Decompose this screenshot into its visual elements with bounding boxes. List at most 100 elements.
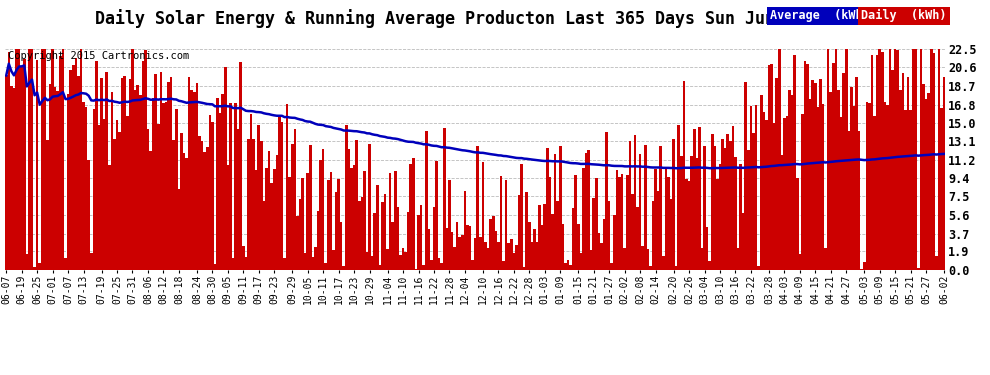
Bar [273, 169, 275, 270]
Bar [706, 227, 709, 270]
Bar [147, 129, 149, 270]
Bar [479, 237, 482, 270]
Bar [10, 86, 13, 270]
Bar [891, 70, 894, 270]
Text: Average  (kWh): Average (kWh) [770, 9, 870, 22]
Bar [113, 139, 116, 270]
Bar [257, 125, 260, 270]
Bar [912, 49, 915, 270]
Bar [642, 246, 644, 270]
Bar [667, 177, 670, 270]
Bar [224, 67, 227, 270]
Bar [497, 242, 500, 270]
Bar [423, 266, 425, 270]
Bar [66, 94, 69, 270]
Bar [809, 99, 812, 270]
Bar [412, 158, 415, 270]
Bar [618, 177, 621, 270]
Bar [585, 153, 587, 270]
Bar [696, 158, 698, 270]
Bar [484, 242, 487, 270]
Bar [214, 264, 216, 270]
Bar [41, 49, 44, 270]
Bar [137, 85, 139, 270]
Bar [613, 216, 616, 270]
Bar [5, 75, 8, 270]
Bar [177, 189, 180, 270]
Bar [288, 177, 291, 270]
Bar [219, 112, 222, 270]
Bar [716, 179, 719, 270]
Bar [294, 129, 296, 270]
Bar [476, 146, 479, 270]
Bar [443, 128, 446, 270]
Bar [786, 116, 788, 270]
Bar [175, 109, 177, 270]
Bar [74, 58, 77, 270]
Bar [561, 224, 564, 270]
Bar [495, 231, 497, 270]
Bar [203, 152, 206, 270]
Bar [566, 260, 569, 270]
Bar [103, 119, 106, 270]
Bar [198, 135, 201, 270]
Bar [124, 76, 126, 270]
Bar [847, 131, 850, 270]
Bar [121, 78, 124, 270]
Bar [72, 65, 74, 270]
Bar [278, 117, 280, 270]
Bar [85, 106, 87, 270]
Bar [559, 146, 561, 270]
Bar [21, 66, 23, 270]
Bar [162, 104, 164, 270]
Bar [404, 252, 407, 270]
Bar [526, 192, 528, 270]
Bar [688, 181, 690, 270]
Bar [438, 258, 441, 270]
Bar [90, 254, 92, 270]
Bar [603, 219, 605, 270]
Bar [889, 49, 891, 270]
Bar [925, 99, 928, 270]
Bar [541, 225, 544, 270]
Bar [347, 148, 350, 270]
Bar [513, 253, 515, 270]
Bar [778, 49, 780, 270]
Bar [871, 55, 873, 270]
Bar [523, 267, 526, 270]
Bar [806, 64, 809, 270]
Bar [579, 253, 582, 270]
Bar [518, 195, 521, 270]
Bar [415, 268, 417, 270]
Bar [656, 191, 659, 270]
Bar [608, 201, 611, 270]
Bar [917, 268, 920, 270]
Bar [98, 125, 100, 270]
Bar [149, 152, 151, 270]
Bar [536, 242, 539, 270]
Bar [317, 211, 320, 270]
Bar [515, 245, 518, 270]
Bar [724, 148, 727, 270]
Bar [624, 248, 626, 270]
Bar [910, 110, 912, 270]
Bar [340, 222, 343, 270]
Bar [482, 162, 484, 270]
Bar [299, 199, 301, 270]
Bar [572, 208, 574, 270]
Bar [82, 102, 85, 270]
Bar [193, 92, 196, 270]
Bar [727, 134, 729, 270]
Bar [492, 216, 495, 270]
Bar [389, 173, 391, 270]
Bar [391, 222, 394, 270]
Bar [384, 194, 386, 270]
Bar [749, 106, 752, 270]
Bar [64, 258, 66, 270]
Bar [95, 61, 98, 270]
Bar [852, 106, 855, 270]
Bar [275, 154, 278, 270]
Bar [531, 242, 534, 270]
Bar [683, 81, 685, 270]
Text: Daily Solar Energy & Running Average Producton Last 365 Days Sun Jun 7 20:32: Daily Solar Energy & Running Average Pro… [95, 9, 855, 28]
